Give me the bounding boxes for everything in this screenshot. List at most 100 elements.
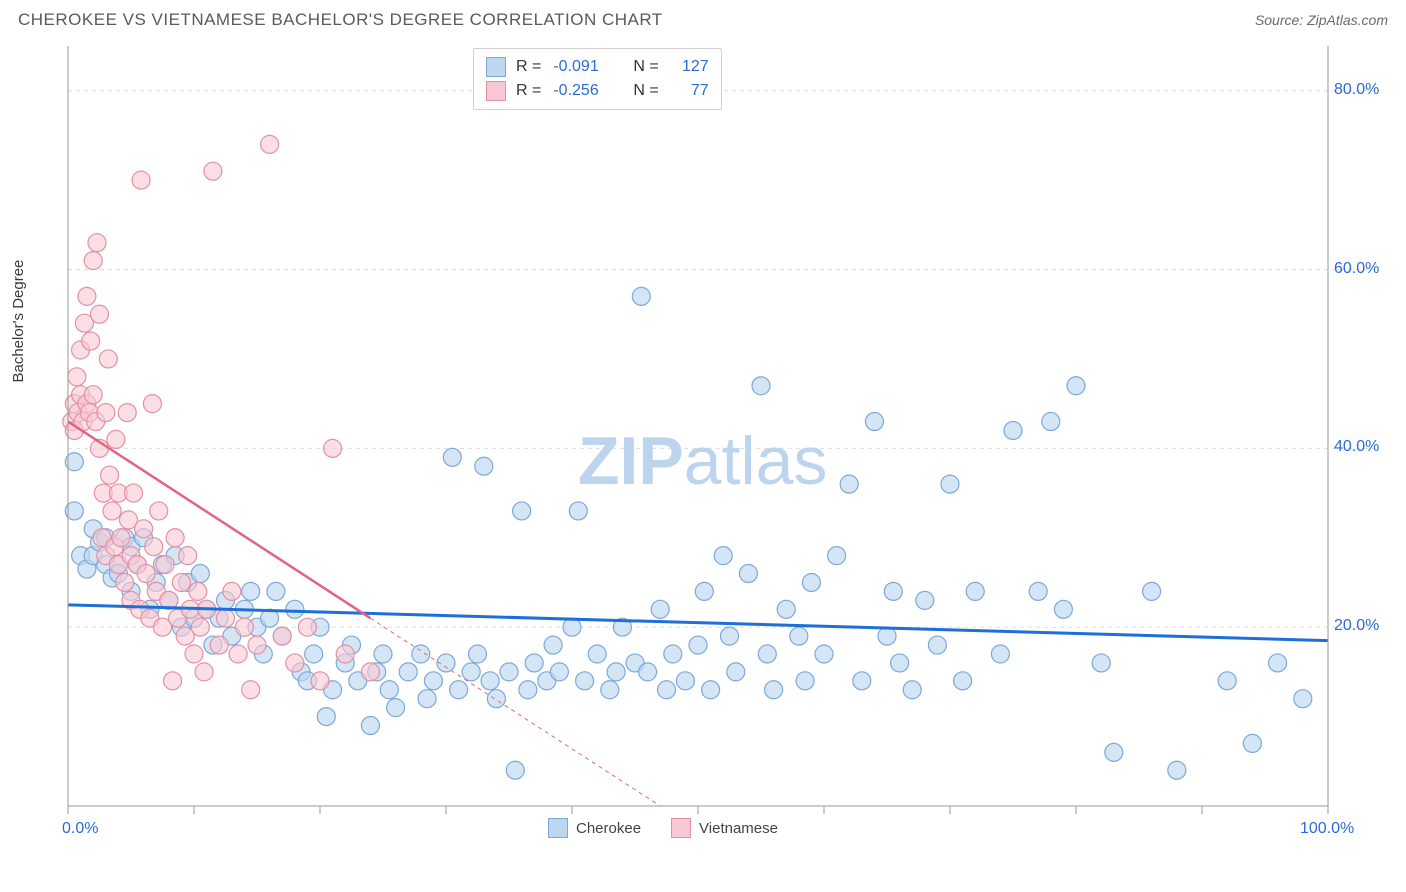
data-point	[563, 618, 581, 636]
data-point	[500, 663, 518, 681]
data-point	[991, 645, 1009, 663]
data-point	[191, 565, 209, 583]
data-point	[1004, 421, 1022, 439]
data-point	[118, 404, 136, 422]
data-point	[172, 573, 190, 591]
data-point	[116, 573, 134, 591]
data-point	[658, 681, 676, 699]
legend-stat-row: R =-0.091N =127	[486, 55, 709, 79]
data-point	[865, 413, 883, 431]
data-point	[588, 645, 606, 663]
data-point	[481, 672, 499, 690]
data-point	[336, 645, 354, 663]
n-value: 127	[673, 55, 709, 79]
legend-item: Cherokee	[548, 818, 641, 838]
data-point	[758, 645, 776, 663]
chart-title: CHEROKEE VS VIETNAMESE BACHELOR'S DEGREE…	[18, 10, 663, 30]
data-point	[235, 618, 253, 636]
r-value: -0.091	[553, 55, 615, 79]
data-point	[229, 645, 247, 663]
data-point	[179, 547, 197, 565]
data-point	[1143, 582, 1161, 600]
y-axis-tick-label: 20.0%	[1334, 617, 1379, 635]
data-point	[954, 672, 972, 690]
data-point	[878, 627, 896, 645]
data-point	[1218, 672, 1236, 690]
data-point	[99, 350, 117, 368]
legend-swatch	[548, 818, 568, 838]
data-point	[777, 600, 795, 618]
y-axis-tick-label: 60.0%	[1334, 260, 1379, 278]
data-point	[412, 645, 430, 663]
data-point	[145, 538, 163, 556]
data-point	[166, 529, 184, 547]
n-value: 77	[673, 79, 709, 103]
data-point	[189, 582, 207, 600]
data-point	[210, 636, 228, 654]
data-point	[298, 618, 316, 636]
data-point	[853, 672, 871, 690]
data-point	[185, 645, 203, 663]
data-point	[1054, 600, 1072, 618]
legend-item: Vietnamese	[671, 818, 778, 838]
data-point	[374, 645, 392, 663]
data-point	[651, 600, 669, 618]
data-point	[966, 582, 984, 600]
data-point	[796, 672, 814, 690]
data-point	[544, 636, 562, 654]
legend-swatch	[486, 81, 506, 101]
data-point	[689, 636, 707, 654]
data-point	[828, 547, 846, 565]
data-point	[765, 681, 783, 699]
data-point	[112, 529, 130, 547]
data-point	[387, 699, 405, 717]
data-point	[84, 386, 102, 404]
data-point	[261, 135, 279, 153]
data-point	[714, 547, 732, 565]
data-point	[840, 475, 858, 493]
data-point	[1243, 734, 1261, 752]
legend-stat-row: R = -0.256 N = 77	[486, 79, 709, 103]
data-point	[135, 520, 153, 538]
n-label: N =	[633, 79, 658, 103]
data-point	[267, 582, 285, 600]
data-point	[1105, 743, 1123, 761]
data-point	[891, 654, 909, 672]
data-point	[639, 663, 657, 681]
legend-swatch	[671, 818, 691, 838]
x-axis-tick-label: 100.0%	[1300, 820, 1354, 838]
data-point	[752, 377, 770, 395]
r-value: -0.256	[553, 79, 615, 103]
data-point	[1294, 690, 1312, 708]
data-point	[143, 395, 161, 413]
data-point	[928, 636, 946, 654]
y-axis-tick-label: 80.0%	[1334, 81, 1379, 99]
data-point	[273, 627, 291, 645]
legend-swatch	[486, 57, 506, 77]
r-label: R =	[516, 79, 541, 103]
data-point	[916, 591, 934, 609]
data-point	[424, 672, 442, 690]
data-point	[217, 609, 235, 627]
data-point	[462, 663, 480, 681]
x-axis-tick-label: 0.0%	[62, 820, 98, 838]
data-point	[156, 556, 174, 574]
data-point	[82, 332, 100, 350]
data-point	[107, 430, 125, 448]
data-point	[103, 502, 121, 520]
data-point	[286, 600, 304, 618]
data-point	[91, 305, 109, 323]
scatter-chart	[18, 36, 1388, 851]
data-point	[790, 627, 808, 645]
data-point	[1092, 654, 1110, 672]
data-point	[164, 672, 182, 690]
data-point	[191, 618, 209, 636]
legend-label: Cherokee	[576, 820, 641, 837]
data-point	[78, 287, 96, 305]
data-point	[576, 672, 594, 690]
data-point	[607, 663, 625, 681]
legend-stats: R =-0.091N =127R = -0.256 N = 77	[473, 48, 722, 110]
data-point	[443, 448, 461, 466]
data-point	[125, 484, 143, 502]
data-point	[248, 636, 266, 654]
